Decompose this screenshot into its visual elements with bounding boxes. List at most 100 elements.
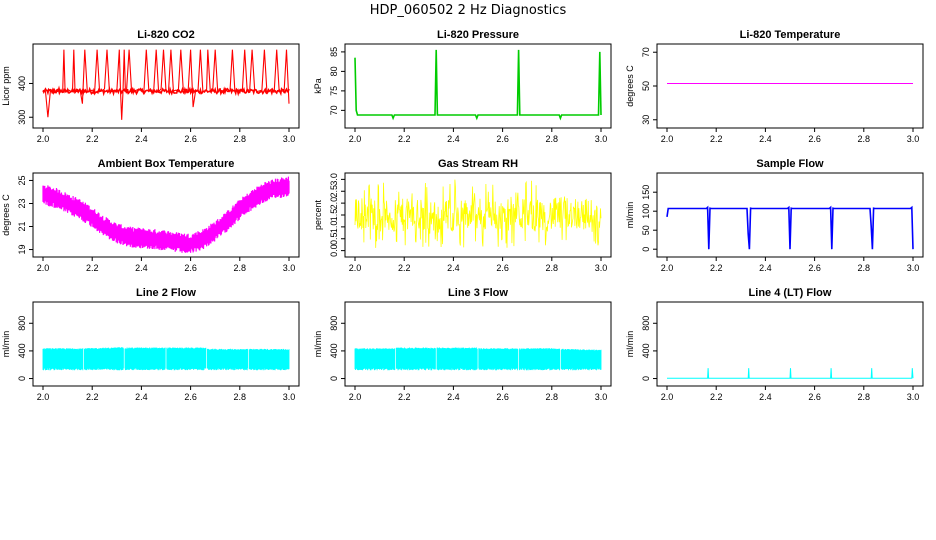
y-tick-label: 85 [329,47,339,57]
y-tick-label: 0.5 [329,232,339,245]
x-tick-label: 3.0 [595,263,608,273]
panel-5: Sample Flow ml/min 2.0 2.2 2.4 2.6 2.8 3.0 0 50 10… [625,158,924,273]
panel-title: Li-820 Temperature [740,29,841,41]
x-tick-label: 2.4 [759,392,772,402]
y-tick-label: 50 [641,81,651,91]
plot-frame [32,43,300,129]
panel-title: Line 4 (LT) Flow [749,287,832,299]
plot-frame [32,172,300,258]
x-tick-label: 2.2 [398,134,411,144]
x-tick-label: 3.0 [283,263,296,273]
panel-title: Line 2 Flow [136,287,196,299]
x-tick-label: 2.0 [37,134,50,144]
y-tick-label: 300 [17,110,27,125]
y-axis-label: ml/min [625,202,635,229]
x-tick-label: 2.6 [184,134,197,144]
y-tick-label: 50 [641,225,651,235]
y-tick-label: 3.0 [329,173,339,186]
y-axis-label: kPa [313,78,323,94]
y-tick-label: 70 [641,47,651,57]
x-tick-label: 2.0 [37,392,50,402]
y-axis-label: degrees C [625,65,635,107]
series-group [42,347,290,371]
x-tick-label: 2.4 [447,392,460,402]
y-tick-label: 400 [17,76,27,91]
x-tick-label: 2.2 [710,134,723,144]
series-noise [42,86,290,97]
x-tick-label: 2.8 [234,134,247,144]
series-group [667,368,914,379]
series-line [42,347,290,371]
y-tick-label: 0 [641,247,651,252]
panel-8: Line 4 (LT) Flow ml/min 2.0 2.2 2.4 2.6 2.8 3.0… [625,287,924,402]
y-axis-label: degrees C [1,194,11,236]
y-axis-label: ml/min [313,331,323,358]
series-group [42,49,290,120]
series-line [354,49,602,121]
series-group [354,347,602,371]
y-tick-label: 400 [17,343,27,358]
series-group [42,176,290,253]
x-tick-label: 2.8 [546,263,559,273]
y-tick-label: 2.5 [329,185,339,198]
plot-frame [656,301,924,387]
x-tick-label: 2.6 [184,392,197,402]
y-tick-label: 800 [329,316,339,331]
plot-frame [656,43,924,129]
panel-title: Line 3 Flow [448,287,508,299]
y-tick-label: 19 [17,245,27,255]
y-axis-label: percent [313,199,323,230]
panel-1: Li-820 Pressure kPa 2.0 2.2 2.4 2.6 2.8 3.0 70 75… [313,29,612,144]
x-tick-label: 2.8 [234,392,247,402]
x-tick-label: 2.2 [710,392,723,402]
x-tick-label: 3.0 [595,392,608,402]
x-tick-label: 2.4 [447,263,460,273]
panel-title: Li-820 CO2 [137,29,194,41]
y-tick-label: 400 [329,343,339,358]
series-line [666,205,914,250]
y-axis-label: ml/min [1,331,11,358]
panel-title: Li-820 Pressure [437,29,519,41]
y-tick-label: 150 [641,185,651,200]
y-axis-label: Licor ppm [1,66,11,106]
y-tick-label: 0 [329,376,339,381]
x-tick-label: 2.0 [349,134,362,144]
panel-4: Gas Stream RH percent 2.0 2.2 2.4 2.6 2.8 3.0 0.… [313,158,612,273]
x-tick-label: 2.0 [661,263,674,273]
x-tick-label: 3.0 [907,392,920,402]
x-tick-label: 2.6 [808,263,821,273]
x-tick-label: 2.6 [808,134,821,144]
x-tick-label: 3.0 [283,134,296,144]
y-tick-label: 70 [329,105,339,115]
x-tick-label: 2.6 [808,392,821,402]
panel-2: Li-820 Temperature degrees C 2.0 2.2 2.4 2.6 2… [625,29,924,144]
y-tick-label: 0 [17,376,27,381]
x-tick-label: 3.0 [283,392,296,402]
y-tick-label: 400 [641,343,651,358]
series-group [354,49,602,121]
y-tick-label: 25 [17,175,27,185]
y-tick-label: 2.0 [329,197,339,210]
series-line [42,176,290,253]
panel-title: Gas Stream RH [438,158,518,170]
x-tick-label: 2.8 [546,134,559,144]
x-tick-label: 2.2 [710,263,723,273]
x-tick-label: 2.4 [759,134,772,144]
x-tick-label: 2.4 [759,263,772,273]
x-tick-label: 2.4 [135,263,148,273]
series-line [354,179,602,248]
panel-0: Li-820 CO2 Licor ppm 2.0 2.2 2.4 2.6 2.8 3.0 300… [1,29,300,144]
x-tick-label: 2.4 [135,134,148,144]
series-line [354,347,602,371]
plot-frame [656,172,924,258]
x-tick-label: 3.0 [907,134,920,144]
x-tick-label: 2.2 [86,263,99,273]
plot-frame [344,43,612,129]
panel-3: Ambient Box Temperature degrees C 2.0 2.2 2.… [1,158,300,273]
series-line [667,368,914,379]
y-tick-label: 21 [17,222,27,232]
y-tick-label: 1.0 [329,221,339,234]
x-tick-label: 2.8 [858,263,871,273]
y-tick-label: 1.5 [329,209,339,222]
